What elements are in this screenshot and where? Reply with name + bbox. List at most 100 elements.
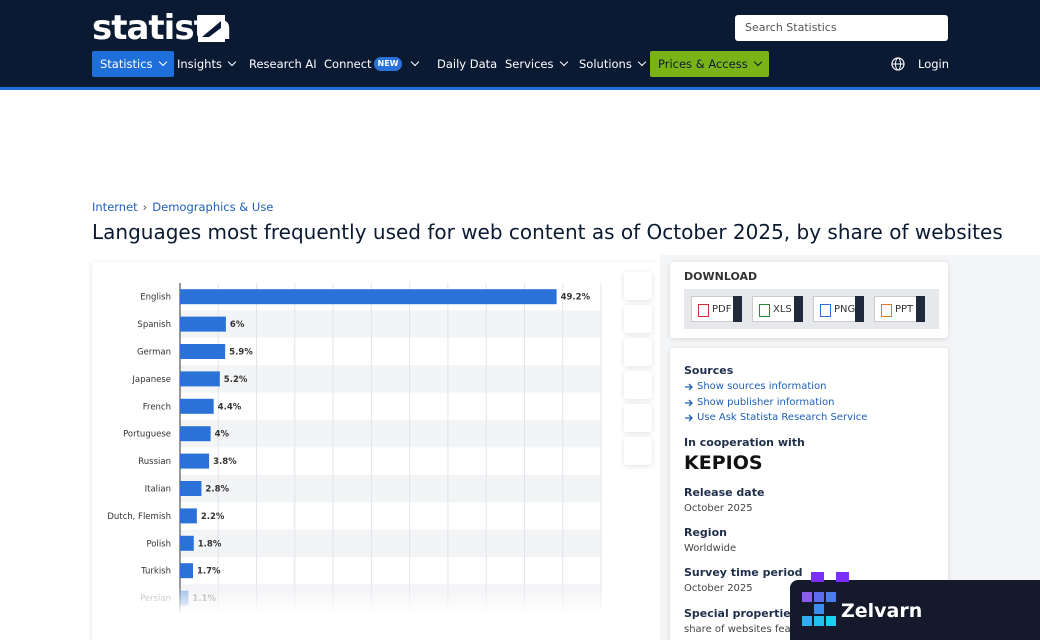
chevron — [227, 57, 237, 67]
detail-label: Survey time period — [684, 566, 803, 579]
category-label: English — [140, 293, 171, 303]
download-button[interactable]: PPT — [874, 296, 925, 322]
search-box[interactable]: Search Statistics — [735, 15, 948, 41]
bar — [180, 289, 557, 305]
nav-item[interactable]: Research AI — [249, 57, 317, 71]
download-heading: DOWNLOAD — [684, 270, 758, 283]
settings-button[interactable] — [624, 338, 652, 366]
overlay-brand: Zelvarn — [841, 600, 923, 622]
category-label: Portuguese — [123, 430, 171, 440]
chart: English 49.2% Spanish 6% German 5.9% Japanese 5… — [107, 283, 602, 612]
download-button[interactable]: PNG — [813, 296, 864, 322]
nav-item[interactable] — [397, 51, 426, 77]
value-label: 1.7% — [197, 567, 221, 577]
nav-label: Prices & Access — [658, 57, 748, 71]
format-label: XLS — [773, 304, 792, 315]
nav-label: Statistics — [100, 57, 153, 71]
nav-item[interactable]: Daily Data — [437, 57, 498, 71]
page-title: Languages most frequently used for web c… — [92, 220, 1003, 244]
bar — [180, 563, 194, 579]
plus — [916, 296, 925, 322]
chevron — [410, 57, 420, 67]
detail-value: share of websites featu — [684, 624, 801, 635]
logo-mark — [198, 15, 225, 42]
chevron — [559, 57, 568, 67]
nav-item[interactable]: Connect — [324, 57, 372, 71]
chevron — [158, 57, 167, 67]
category-label: German — [137, 348, 171, 358]
bar — [180, 344, 226, 359]
bar — [180, 426, 211, 442]
globe-icon[interactable] — [891, 57, 905, 71]
nav-item[interactable]: Solutions — [571, 51, 653, 77]
bar — [180, 453, 210, 469]
value-label: 2.8% — [205, 485, 229, 495]
category-label: Italian — [145, 485, 171, 495]
row-band — [180, 365, 601, 393]
source-link[interactable]: Show sources information — [697, 381, 827, 392]
row-band — [180, 310, 601, 338]
nav-item[interactable]: Insights — [169, 51, 243, 77]
breadcrumb-link[interactable]: Demographics & Use — [152, 200, 274, 214]
source-link[interactable]: Show publisher information — [697, 397, 835, 408]
category-label: Russian — [138, 457, 171, 467]
row-band — [180, 474, 601, 503]
chevron — [637, 57, 647, 67]
plus — [855, 296, 864, 322]
cooperation-heading: In cooperation with — [684, 436, 805, 449]
value-label: 6% — [230, 320, 245, 330]
sources-heading: Sources — [684, 364, 734, 377]
breadcrumb-link[interactable]: Internet — [92, 200, 138, 214]
row-band — [180, 420, 601, 448]
chevron — [753, 57, 762, 67]
nav-item[interactable]: Statistics — [92, 51, 174, 77]
fade — [92, 585, 622, 615]
value-label: 5.9% — [229, 348, 253, 358]
file-icon — [698, 304, 709, 317]
login[interactable]: Login — [918, 57, 950, 71]
detail-value: Worldwide — [684, 543, 737, 554]
file-icon — [881, 304, 892, 317]
nav-item[interactable]: Prices & Access — [650, 51, 769, 77]
plus — [733, 296, 742, 322]
detail-label: Special properties — [684, 607, 798, 620]
nav-label: Insights — [177, 57, 222, 71]
print-button[interactable] — [624, 437, 652, 465]
category-label: Turkish — [140, 567, 171, 577]
overlay-logo — [802, 572, 849, 626]
share-button[interactable] — [624, 371, 652, 399]
download-button[interactable]: XLS — [752, 296, 803, 322]
category-label: Polish — [146, 539, 171, 549]
source-link[interactable]: Use Ask Statista Research Service — [697, 412, 868, 423]
bar — [180, 508, 197, 524]
badge: NEW — [374, 57, 402, 71]
category-label: Spanish — [137, 320, 171, 330]
overlay-badge[interactable]: Zelvarn — [790, 572, 1040, 640]
value-label: 3.8% — [213, 457, 237, 467]
bar — [180, 535, 194, 551]
file-icon — [759, 304, 770, 317]
value-label: 1.8% — [198, 539, 222, 549]
partner-logo: KEPIOS — [684, 452, 763, 474]
format-label: PNG — [834, 304, 856, 315]
alert-button[interactable] — [624, 305, 652, 333]
bar — [180, 481, 202, 496]
bar — [180, 316, 226, 332]
nav-label: Solutions — [579, 57, 632, 71]
bar — [180, 371, 220, 387]
file-icon — [820, 304, 831, 317]
separator: › — [142, 200, 148, 214]
value-label: 4.4% — [218, 402, 242, 412]
detail-value: October 2025 — [684, 583, 753, 594]
value-label: 2.2% — [201, 512, 225, 522]
value-label: 5.2% — [224, 375, 248, 385]
favorite-button[interactable] — [624, 272, 652, 300]
nav-item[interactable]: Services — [497, 51, 575, 77]
row-band — [180, 529, 601, 557]
plus — [794, 296, 803, 322]
download-button[interactable]: PDF — [691, 296, 742, 322]
nav-label: Services — [505, 57, 554, 71]
breadcrumb: Internet › Demographics & Use — [92, 200, 273, 214]
cite-button[interactable] — [624, 404, 652, 432]
